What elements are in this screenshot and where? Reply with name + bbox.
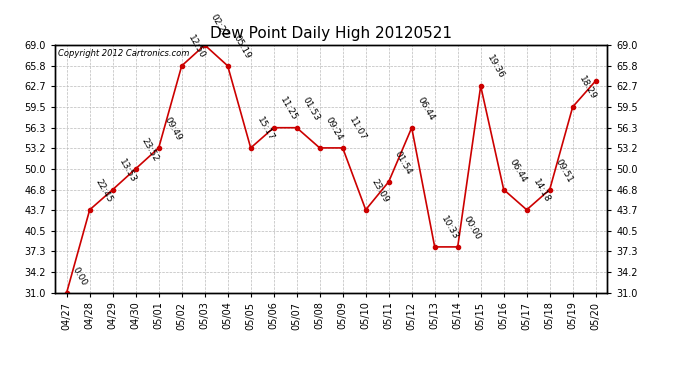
- Text: 23:09: 23:09: [370, 177, 391, 204]
- Text: 06:44: 06:44: [508, 158, 529, 184]
- Text: Copyright 2012 Cartronics.com: Copyright 2012 Cartronics.com: [58, 49, 189, 58]
- Text: 11:25: 11:25: [278, 95, 299, 122]
- Text: 06:44: 06:44: [416, 96, 437, 122]
- Text: 18:29: 18:29: [577, 75, 598, 101]
- Text: 14:18: 14:18: [531, 177, 551, 204]
- Text: 05:19: 05:19: [232, 33, 253, 60]
- Text: 10:33: 10:33: [439, 214, 460, 242]
- Text: 11:07: 11:07: [347, 116, 368, 142]
- Text: 01:53: 01:53: [301, 95, 322, 122]
- Text: 15:17: 15:17: [255, 116, 275, 142]
- Text: 09:51: 09:51: [554, 157, 575, 184]
- Text: 22:45: 22:45: [94, 178, 115, 204]
- Text: 09:24: 09:24: [324, 116, 344, 142]
- Text: 13:53: 13:53: [117, 157, 137, 184]
- Title: Dew Point Daily High 20120521: Dew Point Daily High 20120521: [210, 26, 452, 41]
- Text: 09:49: 09:49: [163, 116, 184, 142]
- Text: 02:22: 02:22: [209, 13, 229, 39]
- Text: 19:36: 19:36: [485, 54, 506, 81]
- Text: 01:54: 01:54: [393, 149, 413, 176]
- Text: 12:50: 12:50: [186, 33, 206, 60]
- Text: 00:00: 00:00: [462, 214, 482, 242]
- Text: 0:00: 0:00: [71, 265, 89, 287]
- Text: 23:52: 23:52: [140, 136, 161, 163]
